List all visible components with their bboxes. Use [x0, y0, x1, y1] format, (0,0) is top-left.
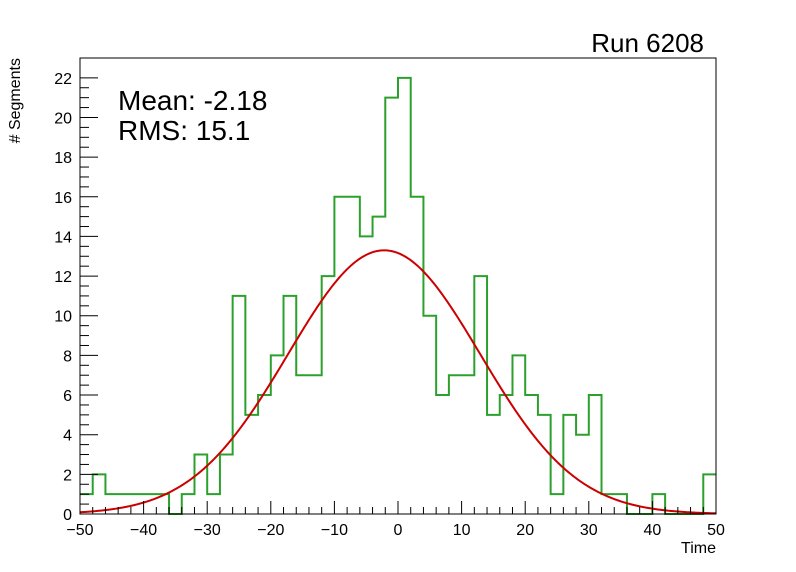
x-tick-label: 10 — [453, 522, 471, 539]
x-tick-label: −10 — [321, 522, 348, 539]
x-tick-label: 40 — [644, 522, 662, 539]
x-tick-label: −20 — [257, 522, 284, 539]
y-axis-title: # Segments — [7, 58, 24, 143]
y-tick-label: 18 — [54, 150, 72, 167]
y-tick-label: 22 — [54, 71, 72, 88]
stats-mean: Mean: -2.18 — [118, 85, 267, 116]
histogram-series — [80, 76, 716, 515]
x-tick-label: 0 — [394, 522, 403, 539]
x-tick-label: 30 — [580, 522, 598, 539]
y-tick-label: 2 — [63, 467, 72, 484]
y-tick-label: 16 — [54, 190, 72, 207]
y-tick-label: 12 — [54, 269, 72, 286]
stats-rms: RMS: 15.1 — [118, 115, 250, 146]
y-tick-label: 14 — [54, 229, 72, 246]
x-tick-label: 50 — [707, 522, 725, 539]
x-tick-label: −40 — [130, 522, 157, 539]
run-label: Run 6208 — [591, 28, 704, 58]
x-axis: −50 −40 −30 −20 −10 0 10 20 30 40 50 — [66, 501, 725, 539]
x-axis-title: Time — [681, 540, 716, 557]
y-axis: 0 2 4 6 8 10 12 14 16 18 20 22 — [54, 71, 98, 524]
x-tick-label: 20 — [516, 522, 534, 539]
y-tick-label: 8 — [63, 348, 72, 365]
x-tick-label: −30 — [194, 522, 221, 539]
y-tick-label: 4 — [63, 428, 72, 445]
y-tick-label: 10 — [54, 309, 72, 326]
y-tick-label: 20 — [54, 110, 72, 127]
y-tick-label: 6 — [63, 388, 72, 405]
gaussian-fit-curve — [79, 249, 717, 515]
y-tick-label: 0 — [63, 507, 72, 524]
x-tick-label: −50 — [66, 522, 93, 539]
